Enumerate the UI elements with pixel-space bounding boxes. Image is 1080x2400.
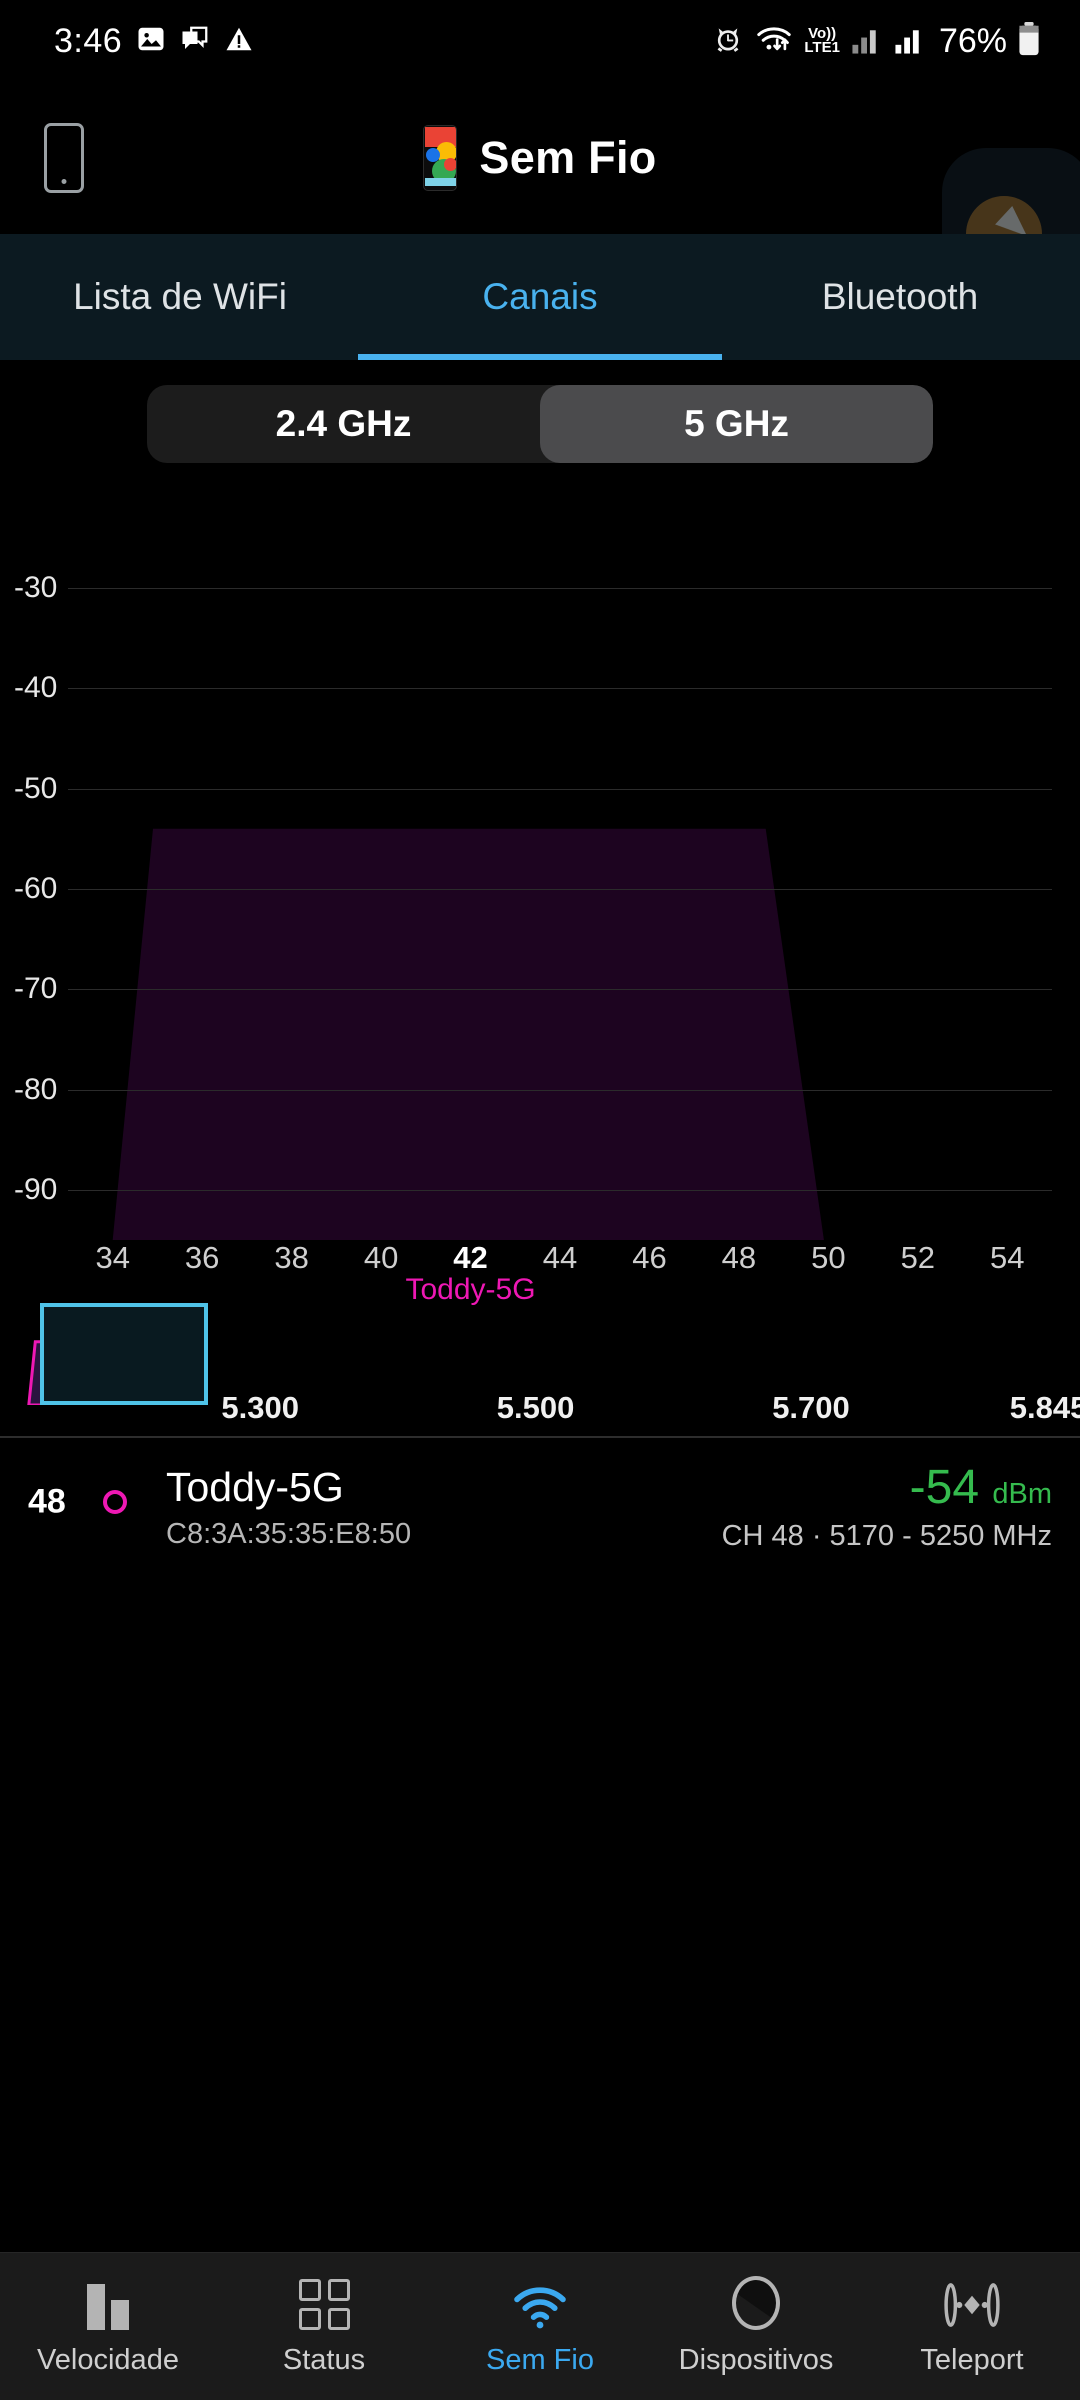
nav-item-teleport[interactable]: Teleport <box>864 2276 1080 2377</box>
y-axis-tick-label: -50 <box>14 771 58 805</box>
app-header: Sem Fio <box>0 82 1080 234</box>
y-axis-tick-label: -60 <box>14 871 58 905</box>
nav-label: Velocidade <box>37 2344 179 2376</box>
bottom-navigation: Velocidade Status Sem Fio Dispositivos <box>0 2252 1080 2400</box>
nav-label: Sem Fio <box>486 2344 594 2376</box>
table-row[interactable]: 48 Toddy-5G C8:3A:35:35:E8:50 -54 dBm CH… <box>0 1438 1080 1566</box>
band-option-24ghz[interactable]: 2.4 GHz <box>147 385 540 463</box>
wifi-transfer-icon <box>755 23 793 60</box>
minimap-frequency-label: 5.700 <box>772 1390 850 1425</box>
tab-canais[interactable]: Canais <box>360 234 720 360</box>
x-axis-tick-label: 46 <box>632 1240 667 1275</box>
minimap-frequency-label: 5.500 <box>496 1390 575 1425</box>
grid-squares-icon <box>298 2276 350 2330</box>
y-axis-tick-label: -80 <box>14 1072 58 1106</box>
tab-label: Canais <box>482 276 598 317</box>
header-title-group: Sem Fio <box>423 125 656 191</box>
band-selector: 2.4 GHz 5 GHz <box>0 385 1080 463</box>
x-axis-tick-label: 40 <box>363 1240 399 1275</box>
tab-bar: Lista de WiFi Canais Bluetooth <box>0 234 1080 360</box>
chart-gridline <box>68 688 1052 690</box>
chart-gridline <box>68 788 1052 790</box>
wifi-icon <box>512 2276 568 2330</box>
bar-chart-icon <box>87 2276 129 2330</box>
nav-item-velocidade[interactable]: Velocidade <box>0 2276 216 2377</box>
device-button[interactable] <box>44 123 84 193</box>
nav-label: Dispositivos <box>678 2344 834 2376</box>
ap-color-marker-icon <box>103 1490 127 1514</box>
chat-bubble-icon <box>180 24 210 59</box>
y-axis-tick-label: -70 <box>14 972 58 1006</box>
y-axis-tick-label: -40 <box>14 671 58 705</box>
app-logo-icon <box>423 125 458 191</box>
signal-bars-1-icon <box>851 24 883 59</box>
ap-rssi-value: -54 dBm <box>910 1460 1052 1515</box>
image-icon <box>136 24 166 59</box>
minimap-frequency-label: 5.300 <box>221 1390 299 1425</box>
band-option-label: 5 GHz <box>684 403 789 444</box>
circle-ring-icon <box>732 2276 780 2330</box>
x-axis-tick-label: 52 <box>900 1240 936 1275</box>
ap-mac-address: C8:3A:35:35:E8:50 <box>166 1518 412 1550</box>
x-axis-tick-label: 50 <box>811 1240 846 1275</box>
signal-bars-2-icon <box>894 24 926 59</box>
ap-name-label: Toddy-5G <box>405 1272 536 1306</box>
channel-chart[interactable]: Toddy-5G <box>0 500 1080 1306</box>
tab-lista-de-wifi[interactable]: Lista de WiFi <box>0 234 360 360</box>
page-title: Sem Fio <box>479 132 657 183</box>
volte-icon: Vo)) LTE1 <box>804 24 840 56</box>
x-axis-tick-label: 34 <box>95 1240 130 1275</box>
minimap-frequency-labels: 5.300 5.500 5.700 5.845 <box>0 1390 1080 1438</box>
tab-bluetooth[interactable]: Bluetooth <box>720 234 1080 360</box>
chart-plot-area[interactable] <box>68 558 1052 1240</box>
divider <box>0 1436 1080 1438</box>
ap-rssi-number: -54 <box>909 1461 980 1514</box>
phone-outline-icon <box>44 123 84 193</box>
y-axis-tick-label: -90 <box>14 1172 58 1206</box>
chart-gridline <box>68 1089 1052 1091</box>
ap-signal-area <box>112 828 824 1240</box>
nav-label: Teleport <box>920 2344 1024 2376</box>
status-bar: 3:46 Vo)) LTE1 <box>0 0 1080 82</box>
x-axis-tick-label: 44 <box>542 1240 578 1275</box>
status-bar-clock: 3:46 <box>54 21 123 60</box>
ap-channel-frequency-info: CH 48 · 5170 - 5250 MHz <box>721 1520 1052 1552</box>
minimap-frequency-label: 5.845 <box>1009 1390 1080 1425</box>
nav-label: Status <box>282 2344 366 2376</box>
battery-percent-label: 76% <box>938 21 1007 60</box>
chart-gridline <box>68 588 1052 590</box>
x-axis-tick-label: 48 <box>721 1240 757 1275</box>
chart-gridline <box>68 989 1052 991</box>
teleport-icon <box>943 2276 1001 2330</box>
alarm-icon <box>712 23 744 60</box>
ap-rssi-unit: dBm <box>992 1478 1052 1510</box>
x-axis-tick-label: 36 <box>184 1240 220 1275</box>
battery-icon <box>1018 21 1040 61</box>
ap-area-polygon <box>112 828 824 1240</box>
nav-item-sem-fio[interactable]: Sem Fio <box>432 2276 648 2377</box>
band-option-5ghz[interactable]: 5 GHz <box>540 385 933 463</box>
access-point-list: 48 Toddy-5G C8:3A:35:35:E8:50 -54 dBm CH… <box>0 1438 1080 1566</box>
chart-gridline <box>68 888 1052 890</box>
status-bar-right: Vo)) LTE1 76% <box>712 21 1040 61</box>
chart-minimap[interactable] <box>0 1300 1080 1405</box>
chart-gridline <box>68 1189 1052 1191</box>
ap-channel-number: 48 <box>28 1482 66 1521</box>
x-axis-tick-label: 54 <box>990 1240 1025 1275</box>
nav-item-status[interactable]: Status <box>216 2276 432 2377</box>
ap-ssid: Toddy-5G <box>166 1464 344 1510</box>
nav-item-dispositivos[interactable]: Dispositivos <box>648 2276 864 2377</box>
x-axis-tick-label: 38 <box>274 1240 309 1275</box>
minimap-viewport-selector[interactable] <box>40 1303 208 1405</box>
status-bar-left: 3:46 <box>0 22 254 61</box>
tab-label: Bluetooth <box>821 276 979 317</box>
band-option-label: 2.4 GHz <box>275 403 412 444</box>
tab-label: Lista de WiFi <box>73 276 287 317</box>
x-axis-tick-label: 42 <box>453 1240 488 1275</box>
band-segmented-control: 2.4 GHz 5 GHz <box>147 385 933 463</box>
x-axis-channel-ticks: 34 36 38 40 42 44 46 48 50 52 54 <box>68 1240 1052 1286</box>
warning-triangle-icon <box>224 24 254 59</box>
y-axis-tick-label: -30 <box>14 571 58 605</box>
